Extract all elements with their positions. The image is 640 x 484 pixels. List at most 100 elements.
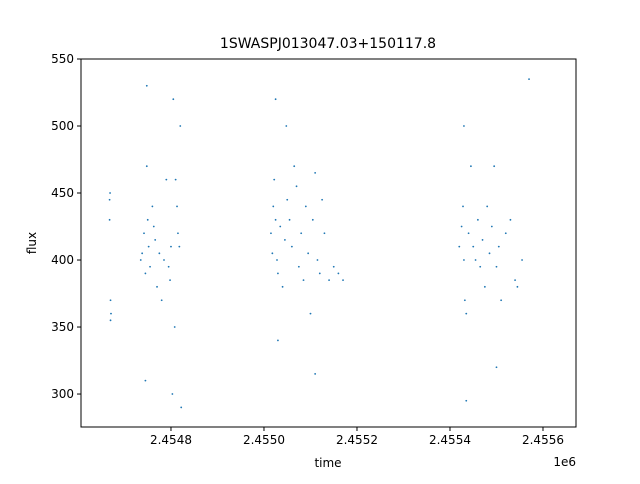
- point: [481, 239, 484, 241]
- point: [176, 205, 178, 208]
- point: [286, 198, 289, 201]
- point: [277, 272, 279, 275]
- point: [318, 272, 321, 275]
- point: [177, 232, 179, 235]
- point: [500, 299, 503, 302]
- point: [285, 125, 288, 127]
- point: [108, 218, 111, 221]
- point: [314, 172, 317, 174]
- point: [171, 393, 174, 395]
- point: [170, 245, 172, 248]
- point: [311, 218, 314, 221]
- point: [167, 265, 170, 268]
- point: [284, 239, 286, 241]
- x-offset-label: 1e6: [553, 455, 576, 469]
- point: [290, 245, 293, 248]
- point: [272, 205, 275, 208]
- point: [462, 205, 464, 208]
- x-tick-label: 2.4556: [522, 433, 564, 447]
- point: [109, 319, 112, 322]
- point: [463, 259, 465, 261]
- point: [293, 165, 296, 168]
- point: [279, 225, 282, 228]
- point: [271, 252, 274, 255]
- point: [495, 366, 498, 369]
- point: [488, 252, 491, 255]
- point: [479, 265, 482, 268]
- x-tick-label: 2.4552: [336, 433, 378, 447]
- y-tick-label: 400: [51, 253, 74, 267]
- plot-frame: [80, 58, 577, 428]
- point: [109, 299, 112, 302]
- point: [156, 285, 158, 288]
- point: [146, 218, 149, 221]
- point: [281, 285, 284, 288]
- point: [145, 84, 148, 87]
- point: [495, 265, 498, 268]
- point: [316, 259, 319, 261]
- x-axis-label: time: [314, 456, 341, 470]
- x-tick-label: 2.4548: [150, 433, 192, 447]
- point: [152, 225, 155, 228]
- point: [109, 192, 111, 194]
- point: [297, 265, 300, 268]
- point: [509, 218, 512, 221]
- y-axis-label: flux: [25, 232, 39, 254]
- point: [288, 218, 291, 221]
- point: [504, 232, 507, 235]
- point: [332, 265, 335, 268]
- y-tick-label: 450: [51, 186, 74, 200]
- point: [476, 218, 479, 221]
- y-tick-label: 500: [51, 119, 74, 133]
- point: [277, 339, 279, 342]
- point: [174, 178, 177, 181]
- point: [314, 373, 317, 375]
- point: [307, 252, 310, 255]
- point: [460, 225, 463, 228]
- point: [169, 279, 171, 282]
- point: [147, 245, 150, 248]
- point: [143, 232, 145, 235]
- point: [300, 232, 303, 235]
- point: [493, 165, 496, 168]
- point: [144, 379, 147, 382]
- point: [273, 178, 276, 181]
- point: [323, 232, 326, 235]
- point: [490, 225, 493, 228]
- point: [486, 205, 489, 208]
- y-tick-label: 550: [51, 52, 74, 66]
- point: [158, 252, 161, 255]
- point: [467, 232, 470, 235]
- point: [110, 312, 112, 315]
- point: [463, 125, 465, 127]
- point: [179, 125, 182, 127]
- point: [172, 98, 175, 101]
- point: [516, 285, 519, 288]
- point: [302, 279, 305, 282]
- point: [145, 165, 148, 168]
- point: [274, 218, 277, 221]
- point: [342, 279, 344, 282]
- point: [470, 165, 472, 168]
- point: [321, 198, 324, 201]
- point: [474, 259, 477, 261]
- point: [276, 259, 278, 261]
- point: [309, 312, 312, 315]
- point: [139, 259, 142, 261]
- point: [328, 279, 330, 282]
- point: [108, 198, 111, 201]
- point: [163, 259, 165, 261]
- point: [497, 245, 500, 248]
- point: [337, 272, 340, 275]
- chart-title: 1SWASPJ013047.03+150117.8: [220, 36, 436, 52]
- point: [178, 245, 181, 248]
- point: [463, 299, 466, 302]
- point: [270, 232, 272, 235]
- point: [458, 245, 461, 248]
- point: [144, 272, 147, 275]
- point: [165, 178, 168, 181]
- point: [149, 265, 151, 268]
- x-tick-label: 2.4550: [243, 433, 285, 447]
